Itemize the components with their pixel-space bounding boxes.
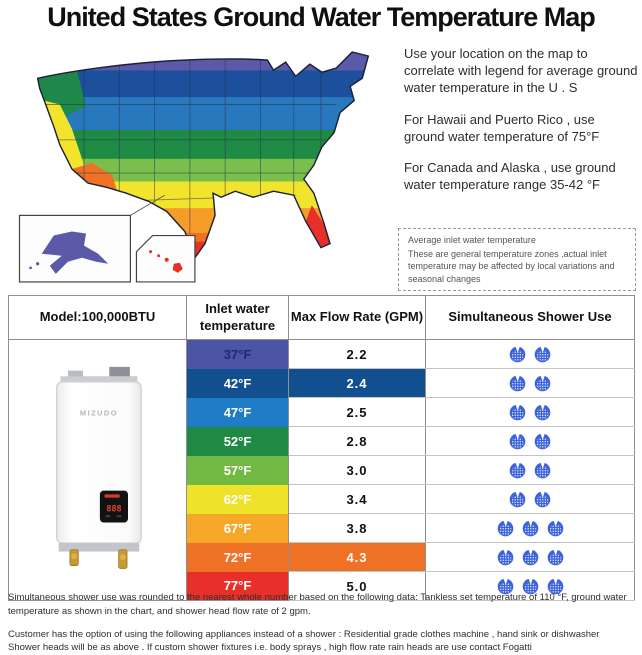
heater-image-cell: MIZUDO 888 — [8, 339, 187, 601]
info-text: Use your location on the map to correlat… — [404, 46, 638, 209]
page-title: United States Ground Water Temperature M… — [47, 2, 596, 32]
shower-head-icon — [509, 374, 526, 391]
shower-head-icon — [497, 548, 513, 565]
hawaii-big-island — [172, 262, 183, 273]
max-flow-rate-cell: 2.8 — [288, 426, 426, 456]
header-inlet-temperature: Inlet water temperature — [186, 295, 289, 340]
info-paragraph: Use your location on the map to correlat… — [404, 46, 638, 95]
heater-body — [55, 381, 142, 544]
info-paragraph: For Hawaii and Puerto Rico , use ground … — [404, 111, 600, 144]
shower-use-cell — [425, 455, 635, 485]
shower-use-cell — [425, 484, 635, 514]
map-section: Use your location on the map to correlat… — [0, 40, 642, 292]
heater-display: 888 — [99, 490, 128, 523]
shower-use-cell — [425, 397, 635, 427]
footnote: Simultaneous shower use was rounded to t… — [8, 592, 627, 617]
flow-rate-table: Model:100,000BTU Inlet water temperature… — [8, 295, 635, 601]
shower-use-cell — [425, 513, 635, 543]
water-heater-image: MIZUDO 888 — [9, 340, 186, 600]
inlet-temperature-cell: 67°F — [186, 513, 289, 543]
max-flow-rate-cell: 3.4 — [288, 484, 426, 514]
shower-head-icon — [509, 403, 526, 420]
table-row: MIZUDO 888 37°F 2.2 — [8, 339, 635, 601]
note-title: Average inlet water temperature — [408, 235, 536, 245]
max-flow-rate-cell: 2.2 — [288, 339, 426, 369]
alaska-shape — [41, 231, 109, 274]
inlet-temperature-cell: 47°F — [186, 397, 289, 427]
brass-valves — [69, 549, 127, 569]
shower-head-icon — [534, 432, 551, 449]
header-model: Model:100,000BTU — [8, 295, 187, 340]
heater-brand: MIZUDO — [79, 409, 117, 418]
shower-head-icon — [509, 461, 526, 478]
inlet-temperature-cell: 37°F — [186, 339, 289, 369]
table-row: 52°F 2.8 — [9, 426, 635, 456]
shower-use-cell — [425, 339, 635, 369]
max-flow-rate-cell: 5.0 — [288, 571, 426, 601]
shower-head-icon — [509, 490, 526, 507]
table-row: 62°F 3.4 — [9, 484, 635, 514]
alaska-inset — [18, 194, 165, 283]
state-borders — [37, 59, 337, 234]
us-map-svg — [18, 51, 370, 283]
header-simultaneous-shower-use: Simultaneous Shower Use — [425, 295, 635, 340]
shower-head-icon — [547, 519, 563, 536]
table-row: 72°F 4.3 — [9, 542, 635, 572]
footnotes: Simultaneous shower use was rounded to t… — [8, 591, 636, 655]
water-heater-svg: MIZUDO 888 — [55, 366, 142, 569]
shower-use-cell — [425, 426, 635, 456]
max-flow-rate-cell: 2.4 — [288, 368, 426, 398]
shower-head-icon — [522, 519, 538, 536]
inlet-temperature-cell: 77°F — [186, 571, 289, 601]
max-flow-rate-cell: 3.0 — [288, 455, 426, 485]
max-flow-rate-cell: 3.8 — [288, 513, 426, 543]
shower-use-cell — [425, 542, 635, 572]
footnote: Customer has the option of using the fol… — [8, 628, 600, 640]
shower-head-icon — [534, 490, 551, 507]
shower-head-icon — [534, 345, 551, 362]
shower-head-icon — [547, 548, 563, 565]
table-row: 57°F 3.0 — [9, 455, 635, 485]
shower-head-icon — [497, 519, 513, 536]
table-header-row: Model:100,000BTU Inlet water temperature… — [8, 295, 635, 340]
shower-use-cell — [425, 571, 635, 601]
temperature-table-body: MIZUDO 888 37°F 2.2 42°F 2.4 47°F 2.5 52°F 2.8 5… — [8, 339, 635, 601]
shower-head-icon — [509, 432, 526, 449]
table-row: 77°F 5.0 — [9, 571, 635, 601]
shower-head-icon — [522, 548, 538, 565]
note-body: These are general temperature zones .act… — [408, 248, 615, 284]
bottom-manifold — [58, 543, 139, 552]
hawaii-inset — [135, 234, 196, 283]
display-digits: 888 — [106, 503, 121, 513]
shower-head-icon — [534, 403, 551, 420]
inlet-temperature-cell: 57°F — [186, 455, 289, 485]
shower-head-icon — [509, 345, 526, 362]
us-temperature-map — [12, 44, 398, 290]
shower-head-icon — [534, 461, 551, 478]
shower-head-icon — [534, 374, 551, 391]
max-flow-rate-cell: 4.3 — [288, 542, 426, 572]
table-row: 67°F 3.8 — [9, 513, 635, 543]
info-paragraph: For Canada and Alaska , use ground water… — [404, 160, 616, 193]
max-flow-rate-cell: 2.5 — [288, 397, 426, 427]
inlet-temperature-cell: 72°F — [186, 542, 289, 572]
inlet-temperature-cell: 52°F — [186, 426, 289, 456]
inlet-temperature-note: Average inlet water temperature These ar… — [398, 228, 636, 292]
flow-rate-table-wrap: Model:100,000BTU Inlet water temperature… — [8, 295, 635, 601]
header-max-flow-rate: Max Flow Rate (GPM) — [288, 295, 426, 340]
inlet-temperature-cell: 42°F — [186, 368, 289, 398]
inlet-temperature-cell: 62°F — [186, 484, 289, 514]
shower-use-cell — [425, 368, 635, 398]
footnote: Shower heads will be as above . If custo… — [8, 642, 532, 654]
